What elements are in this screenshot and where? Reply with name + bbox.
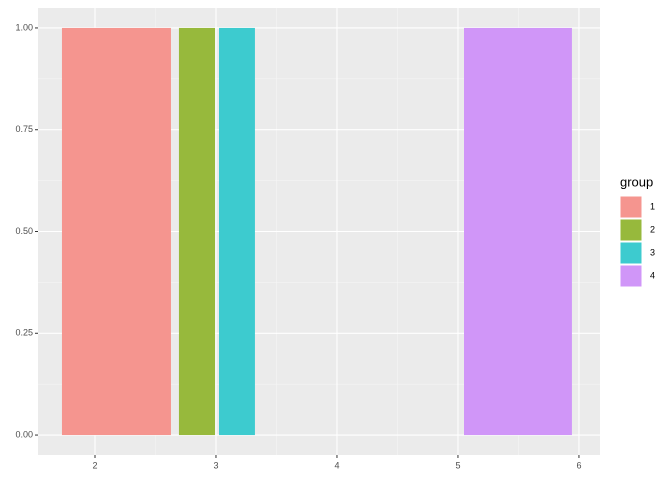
bar	[464, 27, 572, 436]
bar	[219, 27, 255, 436]
bar	[61, 27, 171, 436]
legend-label: 3	[650, 247, 655, 257]
legend-key	[619, 195, 643, 219]
y-tick-label: 0.75	[15, 124, 33, 134]
legend-label: 1	[650, 201, 655, 211]
x-tick-label: 3	[213, 460, 218, 470]
bar	[178, 27, 216, 436]
y-tick-label: 0.00	[15, 429, 33, 439]
legend-key	[619, 218, 643, 242]
legend-label: 4	[650, 270, 655, 280]
y-tick-label: 0.25	[15, 328, 33, 338]
x-tick-label: 2	[92, 460, 97, 470]
legend-title: group	[620, 174, 653, 189]
x-tick-label: 6	[576, 460, 581, 470]
legend-key	[619, 241, 643, 265]
y-tick-label: 1.00	[15, 22, 33, 32]
x-tick-label: 5	[455, 460, 460, 470]
legend-label: 2	[650, 224, 655, 234]
y-tick-label: 0.50	[15, 226, 33, 236]
x-tick-label: 4	[334, 460, 339, 470]
legend-key	[619, 264, 643, 288]
